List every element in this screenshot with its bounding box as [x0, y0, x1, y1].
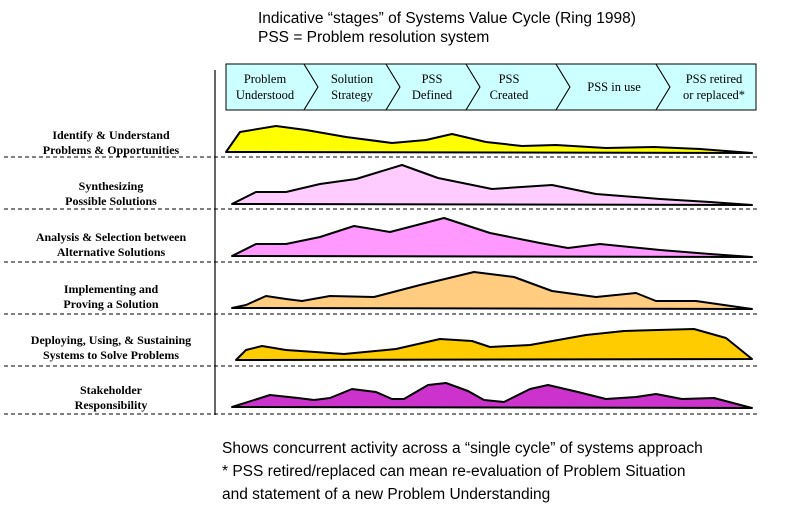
stage-label-line: PSS [498, 72, 520, 86]
activity-profile-deploying [235, 328, 753, 361]
row-label-line: Deploying, Using, & Sustaining [30, 333, 192, 347]
row-label-stakeholder: Stakeholder Responsibility [0, 383, 222, 413]
stage-label-solution-strategy: Solution Strategy [312, 71, 392, 103]
row-label-line: Systems to Solve Problems [42, 348, 180, 362]
row-label-line: Alternative Solutions [56, 245, 166, 259]
activity-profile-stakeholder [231, 382, 753, 409]
stage-label-pss-retired: PSS retired or replaced* [668, 71, 760, 103]
stage-chevron-6 [655, 63, 757, 111]
activity-profile-synthesizing [231, 164, 753, 206]
stage-label-pss-created: PSS Created [478, 71, 540, 103]
stage-label-pss-in-use: PSS in use [566, 79, 662, 95]
row-label-line: Identify & Understand [52, 128, 170, 142]
activity-profile-implementing [231, 271, 753, 310]
row-label-synthesizing: Synthesizing Possible Solutions [0, 179, 222, 209]
stage-label-line: PSS [421, 72, 443, 86]
stage-banner [225, 63, 757, 111]
stage-label-line: Strategy [331, 88, 373, 102]
footer-note-line-2: * PSS retired/replaced can mean re-evalu… [222, 463, 686, 480]
row-label-implementing: Implementing and Proving a Solution [0, 282, 222, 312]
stage-label-line: PSS in use [587, 80, 641, 94]
row-label-line: Analysis & Selection between [35, 230, 187, 244]
row-label-identify: Identify & Understand Problems & Opportu… [0, 128, 222, 158]
row-label-line: Synthesizing [78, 179, 144, 193]
row-label-line: Stakeholder [79, 383, 142, 397]
footer-note-line-1: Shows concurrent activity across a “sing… [222, 440, 703, 457]
stage-label-line: or replaced* [682, 88, 746, 102]
stage-label-problem-understood: Problem Understood [226, 71, 304, 103]
activity-profile-analysis [231, 217, 753, 258]
stage-label-line: Solution [330, 72, 374, 86]
diagram-subtitle: PSS = Problem resolution system [258, 29, 490, 46]
stage-label-line: Understood [235, 88, 295, 102]
footer-note-line-3: and statement of a new Problem Understan… [222, 486, 551, 503]
stage-label-line: PSS retired [685, 72, 743, 86]
row-label-line: Possible Solutions [65, 194, 157, 208]
stage-label-line: Problem [243, 72, 287, 86]
stage-label-line: Defined [411, 88, 453, 102]
row-label-line: Implementing and [63, 282, 159, 296]
activity-profile-identify [225, 125, 753, 154]
stage-label-line: Created [489, 88, 529, 102]
row-label-line: Proving a Solution [63, 297, 159, 311]
stage-label-pss-defined: PSS Defined [396, 71, 468, 103]
row-label-analysis: Analysis & Selection between Alternative… [0, 230, 222, 260]
row-label-line: Responsibility [74, 398, 148, 412]
row-label-deploying: Deploying, Using, & Sustaining Systems t… [0, 333, 222, 363]
diagram-title: Indicative “stages” of Systems Value Cyc… [258, 10, 636, 27]
row-label-line: Problems & Opportunities [42, 143, 180, 157]
